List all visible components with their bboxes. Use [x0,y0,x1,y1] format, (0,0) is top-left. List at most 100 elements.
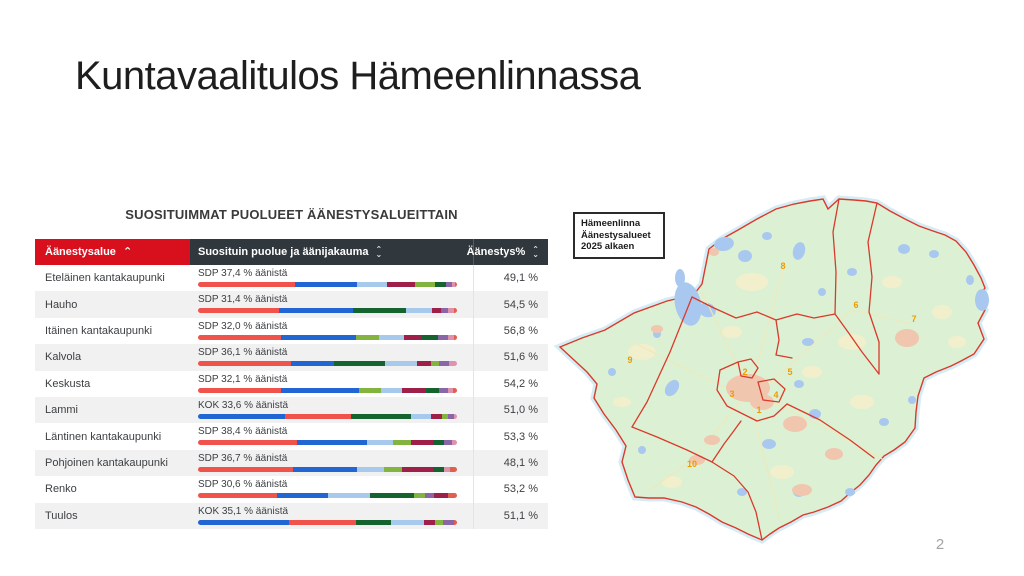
party-bar [198,493,457,499]
bar-segment-ps [327,493,371,499]
table-row: Lammi KOK 33,6 % äänistä 51,0 % [35,396,548,424]
bar-segment-kd [439,387,448,393]
turnout-cell: 53,3 % [473,423,548,450]
party-share-cell: SDP 31,4 % äänistä [190,291,473,317]
bar-segment-rkp [447,387,454,393]
column-header-turnout[interactable]: Äänestys% ⌃ ⌄ [467,239,548,265]
map-legend-line: 2025 alkaen [581,241,635,252]
district-number-7: 7 [911,314,916,324]
turnout-cell: 51,1 % [473,502,548,529]
bar-segment-kesk [353,308,407,314]
bar-segment-muu [455,282,457,287]
bar-segment-rkp [453,413,457,419]
bar-segment-vihr [415,282,435,287]
roads [631,267,913,523]
bar-segment-kok [279,308,354,314]
table-title: SUOSITUIMMAT PUOLUEET ÄÄNESTYSALUEITTAIN [125,207,458,222]
bar-segment-kok [297,440,368,446]
district-boundaries [631,198,880,541]
bar-segment-sdp [198,387,282,393]
area-cell: Tuulos [45,509,78,522]
bar-segment-ps [357,282,387,287]
page-number: 2 [935,536,945,553]
party-bar [198,308,457,314]
bar-label: SDP 32,1 % äänistä [198,373,288,385]
bar-segment-kok [291,361,335,367]
bar-label: KOK 35,1 % äänistä [198,505,289,517]
bar-segment-kok [198,519,289,525]
bar-segment-kok [281,387,359,393]
area-cell: Läntinen kantakaupunki [45,430,162,443]
bar-segment-ps [367,440,394,446]
party-bar [198,519,457,525]
bar-segment-ps [379,334,404,340]
area-cell: Lammi [45,404,79,417]
column-header-area[interactable]: Äänestysalue ⌃ [35,239,190,265]
bar-segment-muu [447,493,457,499]
bar-segment-kd [438,361,450,367]
party-share-cell: KOK 35,1 % äänistä [190,503,473,529]
bar-segment-rkp [449,361,457,367]
bar-label: SDP 36,1 % äänistä [198,347,288,359]
bar-segment-ps [406,308,433,314]
party-bar [198,466,457,472]
map-legend-box: Hämeenlinna Äänestysalueet 2025 alkaen [573,212,665,259]
bar-segment-vas [432,308,442,314]
district-number-2: 2 [742,367,747,377]
municipality-land [558,198,986,541]
area-cell: Hauho [45,298,78,311]
bar-segment-sdp [198,466,294,472]
bar-segment-kesk [432,466,445,472]
bar-segment-vas [411,440,433,446]
table-row: Eteläinen kantakaupunki SDP 37,4 % äänis… [35,265,548,292]
bar-segment-muu [453,308,457,314]
bar-segment-kd [446,282,453,287]
column-header-turnout-label: Äänestys% [466,246,526,258]
bar-label: SDP 30,6 % äänistä [198,479,288,491]
bar-segment-vihr [355,334,380,340]
bar-segment-vas [403,334,422,340]
district-map: 1 2 3 4 5 6 7 8 9 10 [553,195,990,545]
bar-segment-sdp [198,308,280,314]
bar-segment-kesk [356,519,392,525]
bar-segment-muu [454,519,457,525]
party-share-cell: KOK 33,6 % äänistä [190,397,473,423]
bar-segment-ps [356,466,384,472]
table-body: Eteläinen kantakaupunki SDP 37,4 % äänis… [35,265,548,529]
bar-segment-vihr [393,440,412,446]
bar-segment-vihr [414,493,425,499]
column-header-party[interactable]: Suosituin puolue ja äänijakauma ⌃ ⌄ [190,239,473,265]
bar-segment-kesk [422,334,438,340]
bar-segment-vas [417,361,432,367]
bar-segment-kd [424,493,434,499]
party-share-cell: SDP 36,1 % äänistä [190,344,473,370]
bar-segment-rkp [451,440,457,446]
party-share-cell: SDP 37,4 % äänistä [190,265,473,291]
bar-segment-kd [437,334,448,340]
bar-segment-vas [433,493,448,499]
district-number-4: 4 [773,390,778,400]
bar-segment-rkp [452,282,456,287]
bar-segment-vihr [441,413,448,419]
area-cell: Keskusta [45,377,91,390]
bar-label: SDP 31,4 % äänistä [198,294,288,306]
bar-segment-sdp [198,282,295,287]
bar-label: SDP 37,4 % äänistä [198,268,288,279]
party-bar [198,413,457,419]
district-number-8: 8 [780,261,785,271]
party-bar [198,387,457,393]
bar-segment-sdp [288,519,357,525]
bar-segment-vihr [435,519,443,525]
bar-segment-kok [280,334,356,340]
urban-areas [651,248,919,496]
bar-segment-rkp [447,308,454,314]
district-number-1: 1 [756,405,761,415]
slide-title: Kuntavaalitulos Hämeenlinnassa [75,54,641,98]
bar-segment-vas [401,387,427,393]
table-row: Hauho SDP 31,4 % äänistä 54,5 % [35,291,548,318]
district-number-9: 9 [627,355,632,365]
party-bar [198,334,457,340]
bar-label: SDP 38,4 % äänistä [198,426,288,438]
bar-segment-sdp [198,334,281,340]
district-number-5: 5 [787,367,792,377]
